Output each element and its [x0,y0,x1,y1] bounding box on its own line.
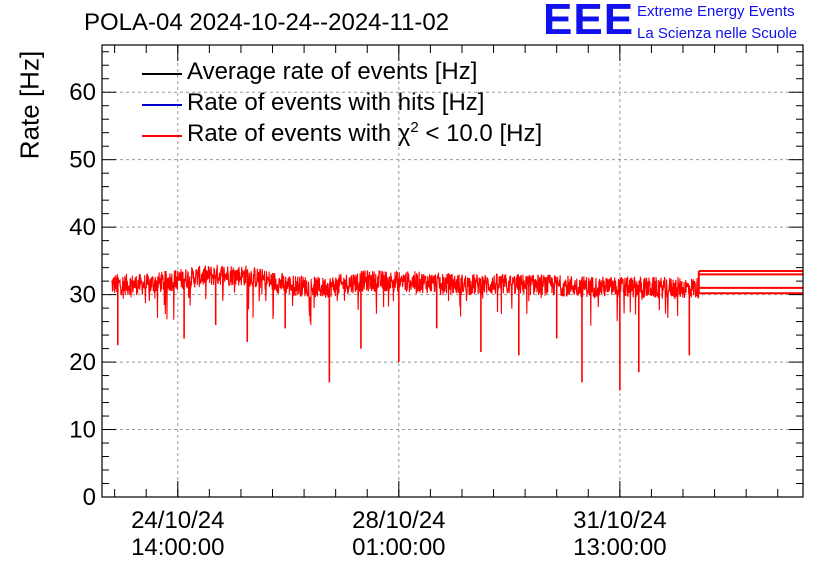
legend-chi2-sup: 2 [410,119,419,136]
x-tick-date: 31/10/24 [573,507,667,534]
chart-title: POLA-04 2024-10-24--2024-11-02 [84,9,450,36]
logo-line-1: Extreme Energy Events [637,3,795,20]
legend-label-chi2: Rate of events with χ2 < 10.0 [Hz] [187,119,542,148]
eee-logo: EEE [543,0,635,44]
plot-frame [101,44,804,498]
logo-line-2: La Scienza nelle Scuole [637,25,798,42]
y-tick-label: 40 [69,214,96,241]
legend-label-average: Average rate of events [Hz] [187,58,478,85]
y-tick-label: 50 [69,147,96,174]
y-tick-label: 20 [69,349,96,376]
y-tick-label: 30 [69,282,96,309]
x-tick-time: 13:00:00 [573,534,667,561]
chi2-rate-trace [111,264,700,326]
legend-swatch-hits [142,104,182,106]
x-tick-time: 01:00:00 [352,534,446,561]
legend-swatch-chi2 [142,135,182,137]
y-tick-label: 0 [83,484,96,511]
y-tick-label: 10 [69,417,96,444]
legend-chi2-rest: < 10.0 [Hz] [418,120,543,147]
x-tick-time: 14:00:00 [131,534,225,561]
legend-swatch-average [142,73,182,75]
y-tick-label: 60 [69,79,96,106]
legend-label-hits: Rate of events with hits [Hz] [187,89,485,116]
legend-chi2-main: Rate of events with χ [187,120,411,147]
x-tick-date: 28/10/24 [352,507,446,534]
x-tick-date: 24/10/24 [131,507,225,534]
